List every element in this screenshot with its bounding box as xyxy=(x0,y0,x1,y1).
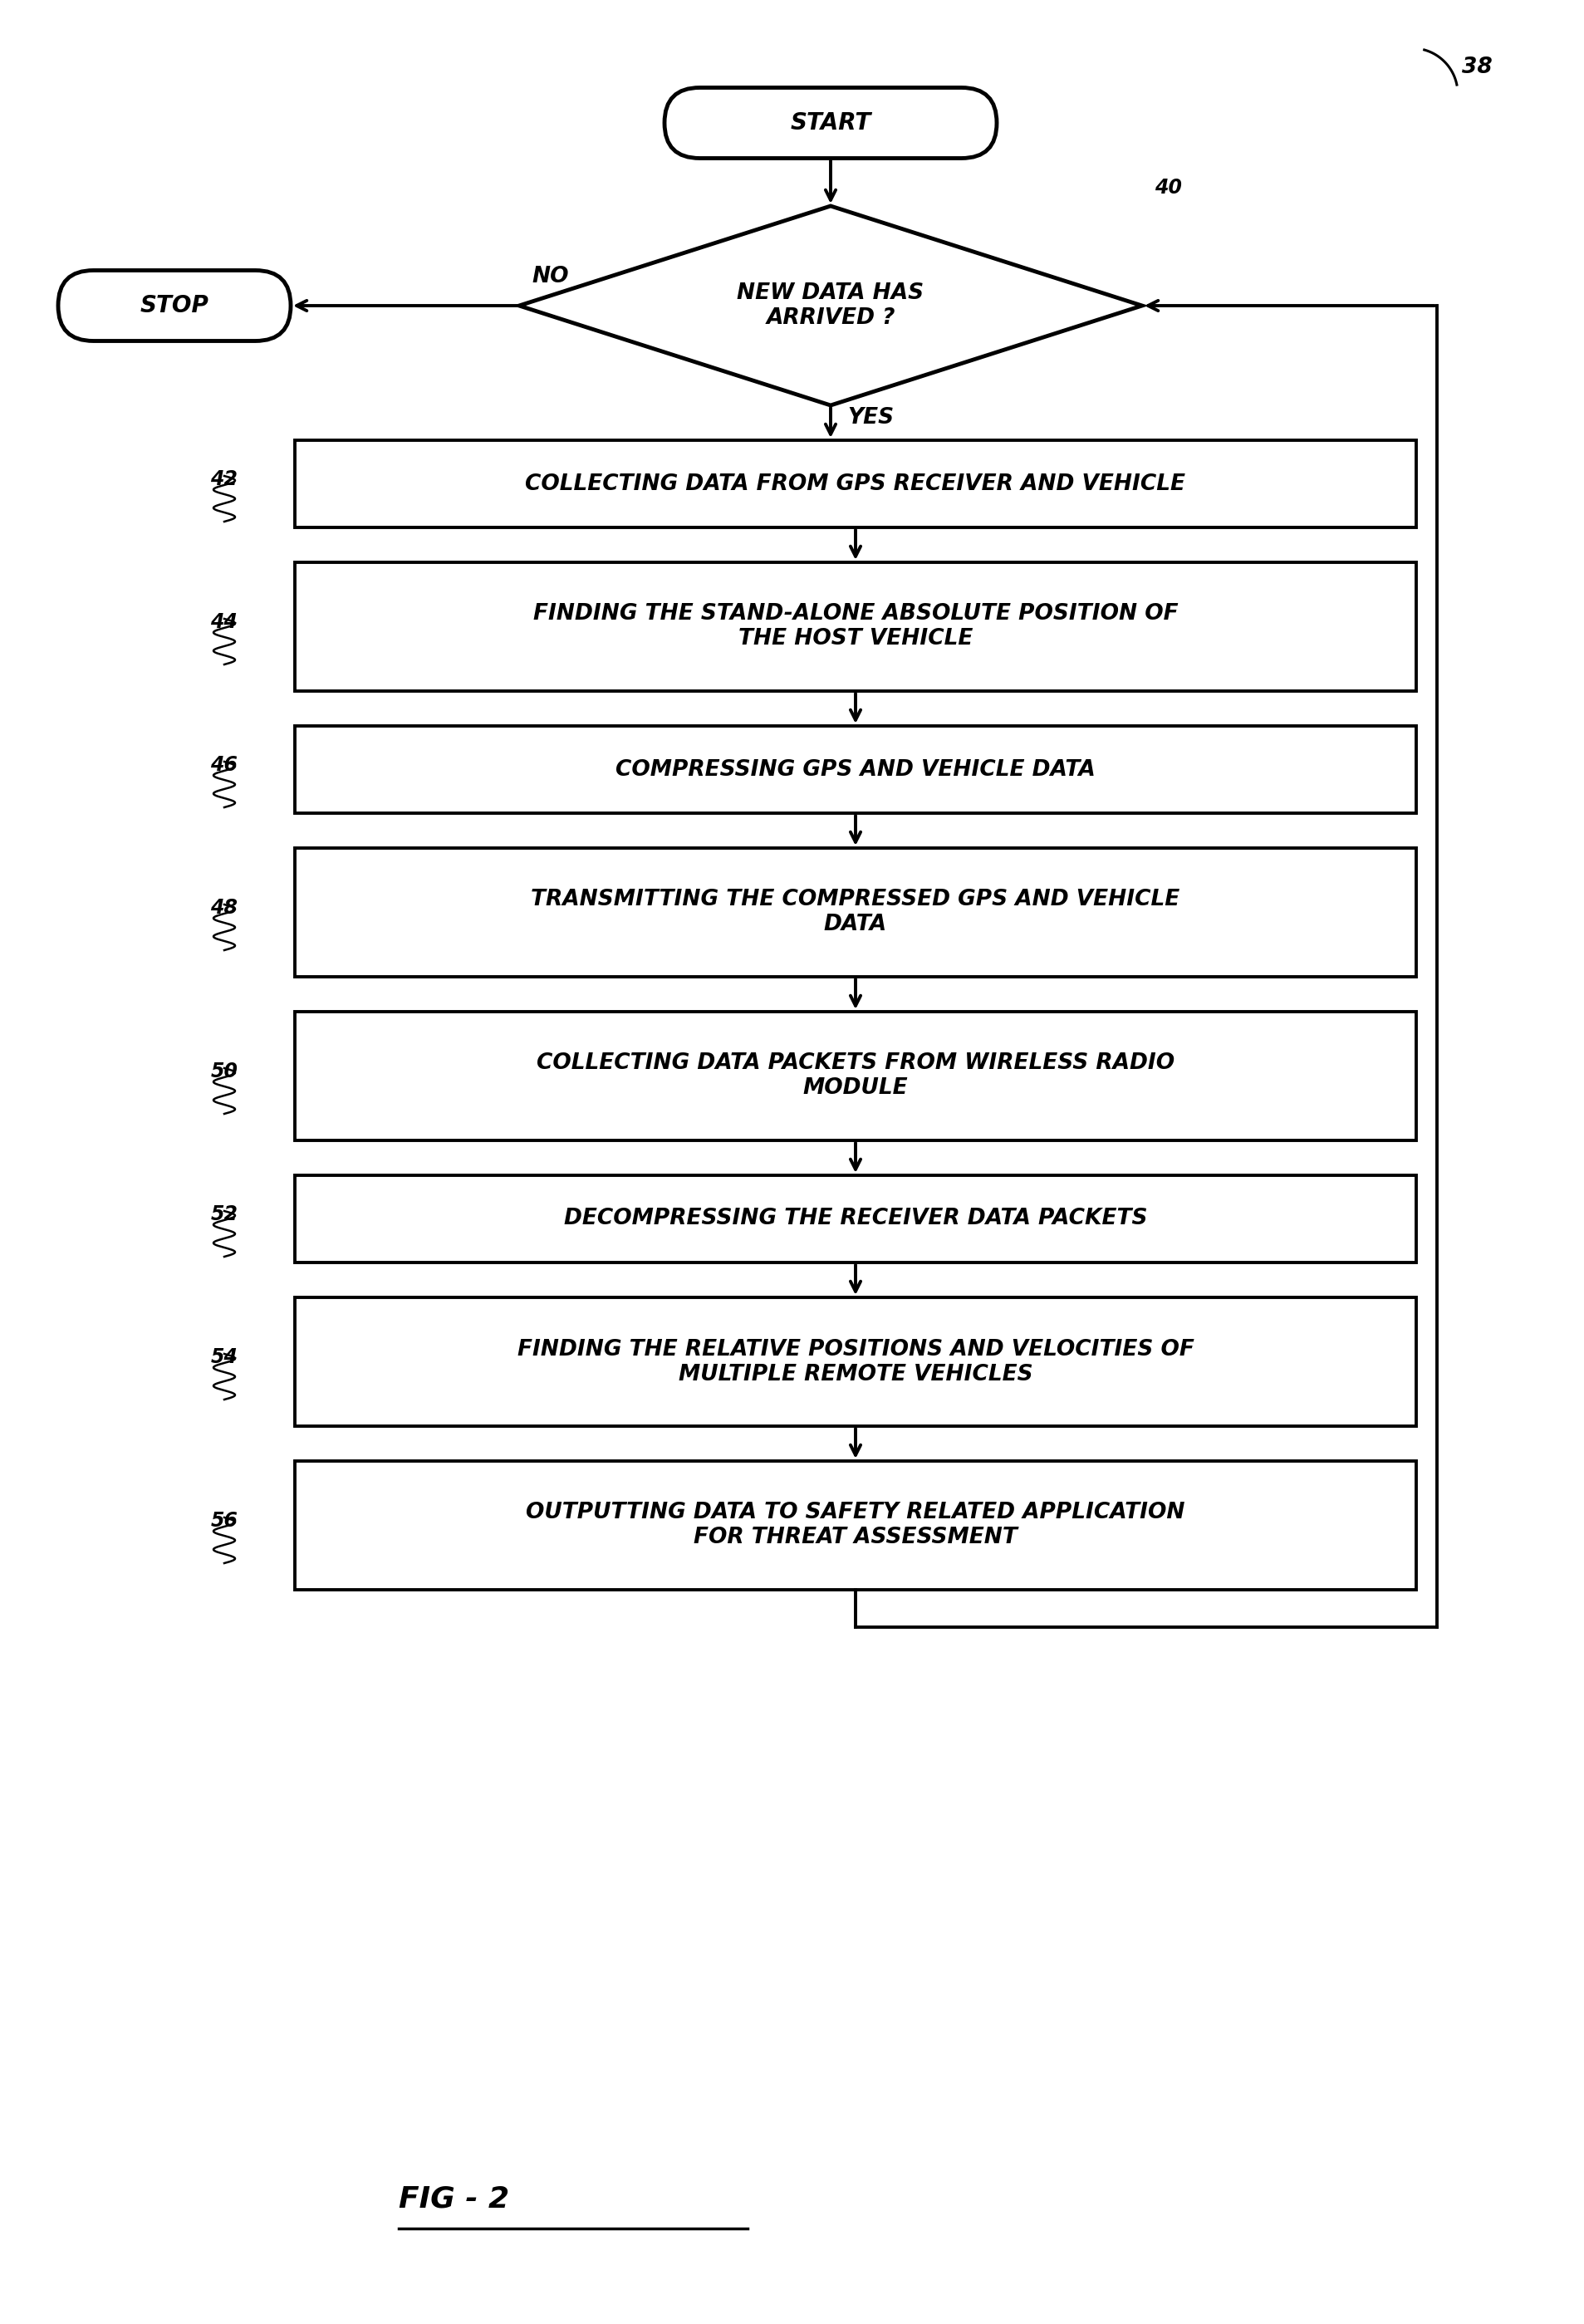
Text: DECOMPRESSING THE RECEIVER DATA PACKETS: DECOMPRESSING THE RECEIVER DATA PACKETS xyxy=(564,1208,1147,1229)
Text: 54: 54 xyxy=(211,1348,238,1367)
Text: NEW DATA HAS
ARRIVED ?: NEW DATA HAS ARRIVED ? xyxy=(737,284,923,330)
Text: COLLECTING DATA PACKETS FROM WIRELESS RADIO
MODULE: COLLECTING DATA PACKETS FROM WIRELESS RA… xyxy=(537,1053,1175,1099)
Text: TRANSMITTING THE COMPRESSED GPS AND VEHICLE
DATA: TRANSMITTING THE COMPRESSED GPS AND VEHI… xyxy=(531,890,1180,937)
Text: 56: 56 xyxy=(211,1511,238,1532)
Text: 38: 38 xyxy=(1462,56,1492,79)
Text: NO: NO xyxy=(532,265,569,288)
Bar xyxy=(295,562,1416,690)
Bar xyxy=(295,725,1416,813)
Text: 40: 40 xyxy=(1155,177,1182,198)
Text: 50: 50 xyxy=(211,1062,238,1083)
Text: FINDING THE RELATIVE POSITIONS AND VELOCITIES OF
MULTIPLE REMOTE VEHICLES: FINDING THE RELATIVE POSITIONS AND VELOC… xyxy=(516,1339,1194,1385)
Bar xyxy=(295,1176,1416,1262)
Text: FIG - 2: FIG - 2 xyxy=(399,2185,510,2212)
FancyBboxPatch shape xyxy=(665,88,996,158)
Text: COLLECTING DATA FROM GPS RECEIVER AND VEHICLE: COLLECTING DATA FROM GPS RECEIVER AND VE… xyxy=(526,474,1186,495)
Text: FINDING THE STAND-ALONE ABSOLUTE POSITION OF
THE HOST VEHICLE: FINDING THE STAND-ALONE ABSOLUTE POSITIO… xyxy=(532,604,1178,651)
Text: 48: 48 xyxy=(211,899,238,918)
Text: OUTPUTTING DATA TO SAFETY RELATED APPLICATION
FOR THREAT ASSESSMENT: OUTPUTTING DATA TO SAFETY RELATED APPLIC… xyxy=(526,1501,1185,1548)
Bar xyxy=(295,1297,1416,1427)
Text: 52: 52 xyxy=(211,1204,238,1225)
Text: STOP: STOP xyxy=(139,295,209,318)
FancyBboxPatch shape xyxy=(59,270,291,342)
Bar xyxy=(295,848,1416,976)
Text: 46: 46 xyxy=(211,755,238,776)
Text: 42: 42 xyxy=(211,469,238,490)
Bar xyxy=(295,439,1416,528)
Text: START: START xyxy=(790,112,871,135)
Bar xyxy=(295,1011,1416,1141)
Text: 44: 44 xyxy=(211,614,238,632)
Bar xyxy=(295,1462,1416,1590)
Text: COMPRESSING GPS AND VEHICLE DATA: COMPRESSING GPS AND VEHICLE DATA xyxy=(616,758,1096,781)
Polygon shape xyxy=(520,207,1142,404)
Text: YES: YES xyxy=(847,407,893,428)
